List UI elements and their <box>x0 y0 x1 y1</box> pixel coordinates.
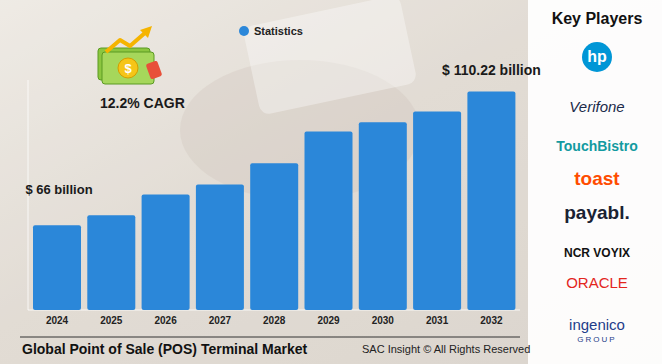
background <box>0 0 662 364</box>
key-player: TouchBistro <box>556 138 637 154</box>
bar <box>33 225 81 310</box>
bar <box>87 215 135 310</box>
footer-rule <box>20 337 520 338</box>
icon-coin <box>118 58 138 78</box>
x-tick-label: 2025 <box>100 315 123 326</box>
bar <box>250 163 298 310</box>
icon-arrowhead <box>140 26 152 38</box>
data-label: $ 66 billion <box>25 182 92 197</box>
source: SAC Insight © All Rights Reserved <box>362 343 530 355</box>
key-player: Verifone <box>569 98 624 115</box>
cagr-label: 12.2% CAGR <box>100 95 185 111</box>
key-player: NCR VOYIX <box>564 246 630 260</box>
icon-arrow <box>106 32 146 52</box>
key-players-title: Key Players <box>552 10 643 27</box>
cagr-icon: $ <box>98 26 162 84</box>
bar <box>467 91 515 310</box>
bar <box>413 111 461 310</box>
key-player: ORACLE <box>566 274 628 291</box>
x-tick-label: 2028 <box>263 315 286 326</box>
key-player: payabl. <box>564 202 629 223</box>
key-player: toast <box>574 168 620 189</box>
icon-bill <box>102 52 154 84</box>
key-player: GROUP <box>577 335 616 344</box>
icon-tag <box>146 60 163 79</box>
icon-symbol: $ <box>124 61 132 76</box>
chart-title: Global Point of Sale (POS) Terminal Mark… <box>22 341 308 357</box>
legend-label: Statistics <box>254 25 303 37</box>
logo-badge <box>582 42 612 72</box>
key-player: ingenico <box>569 316 625 333</box>
x-tick-label: 2030 <box>372 315 395 326</box>
bar <box>196 184 244 310</box>
x-tick-label: 2026 <box>154 315 177 326</box>
x-tick-label: 2029 <box>317 315 340 326</box>
right-panel <box>528 0 662 364</box>
bar <box>359 122 407 310</box>
data-label: $ 110.22 billion <box>442 62 541 78</box>
bar <box>305 131 353 310</box>
legend-swatch <box>239 26 249 36</box>
bar <box>142 194 190 310</box>
x-tick-label: 2032 <box>480 315 503 326</box>
key-player: hp <box>587 48 607 65</box>
x-tick-label: 2027 <box>209 315 232 326</box>
x-tick-label: 2024 <box>46 315 69 326</box>
bg-veil <box>0 0 662 364</box>
x-tick-label: 2031 <box>426 315 449 326</box>
bars <box>33 91 515 310</box>
